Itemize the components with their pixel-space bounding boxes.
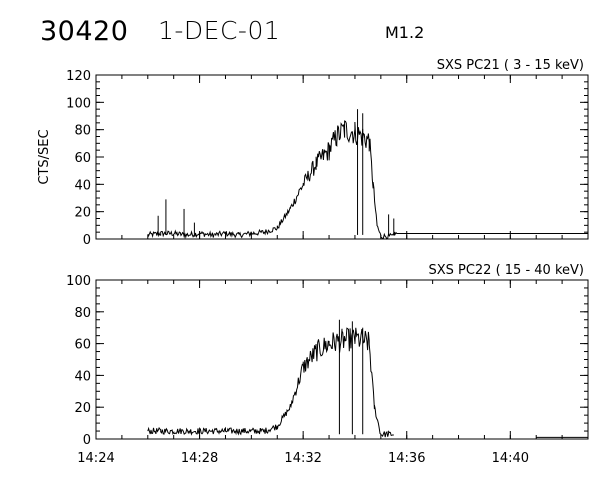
y-tick-label: 60 xyxy=(74,151,91,166)
x-tick-label: 14:32 xyxy=(284,451,321,466)
event-id: 30420 xyxy=(40,16,129,47)
y-tick-label: 40 xyxy=(74,178,91,193)
x-tick-label: 14:40 xyxy=(492,451,529,466)
panel-title: SXS PC22 ( 15 - 40 keV) xyxy=(428,263,584,278)
series-trace xyxy=(147,120,588,240)
y-tick-label: 20 xyxy=(74,206,91,221)
y-tick-label: 120 xyxy=(66,69,91,84)
plot-frame xyxy=(95,279,589,440)
y-tick-label: 80 xyxy=(74,306,91,321)
y-tick-label: 0 xyxy=(83,433,91,448)
flare-class: M1.2 xyxy=(385,23,425,42)
plot-frame xyxy=(95,74,589,240)
event-date: 1-DEC-01 xyxy=(158,16,281,45)
y-tick-label: 20 xyxy=(74,401,91,416)
x-tick-label: 14:28 xyxy=(181,451,218,466)
y-axis-label: CTS/SEC xyxy=(37,129,52,184)
x-tick-label: 14:36 xyxy=(388,451,425,466)
panel-1: 0 20 40 60 80 100 120 SXS PC21 ( 3 - 15 keV) CTS… xyxy=(37,58,589,248)
series-trace xyxy=(147,327,588,438)
y-tick-label: 0 xyxy=(83,233,91,248)
y-tick-label: 60 xyxy=(74,338,91,353)
x-tick-label: 14:24 xyxy=(77,451,114,466)
y-tick-label: 40 xyxy=(74,369,91,384)
panel-2: 0 20 40 60 80 100 14:24 14:28 14:32 14:36 14:40 SXS… xyxy=(66,263,589,466)
y-tick-label: 100 xyxy=(66,96,91,111)
panel-title: SXS PC21 ( 3 - 15 keV) xyxy=(437,58,584,73)
y-tick-label: 80 xyxy=(74,124,91,139)
y-tick-label: 100 xyxy=(66,274,91,289)
